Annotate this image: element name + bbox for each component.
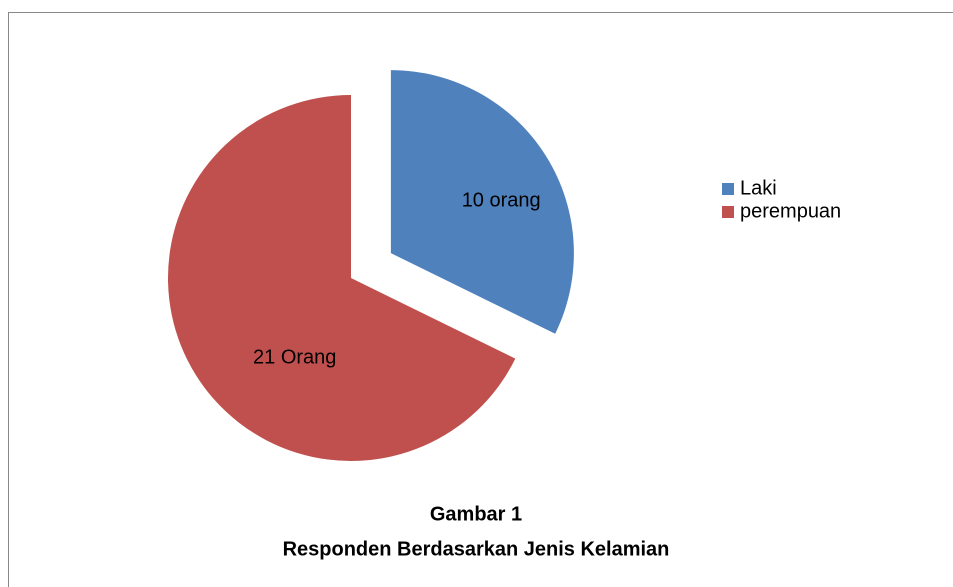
legend-swatch [722,183,734,195]
pie-slice [167,95,516,461]
pie-slice [390,70,574,334]
legend-label: perempuan [740,200,841,222]
legend-swatch [722,206,734,218]
legend-label: Laki [740,177,777,199]
data-label: 10 orang [462,189,541,211]
data-label: 21 Orang [253,346,336,368]
chart-title: Gambar 1 [430,503,522,525]
chart-subtitle: Responden Berdasarkan Jenis Kelamian [283,538,670,560]
